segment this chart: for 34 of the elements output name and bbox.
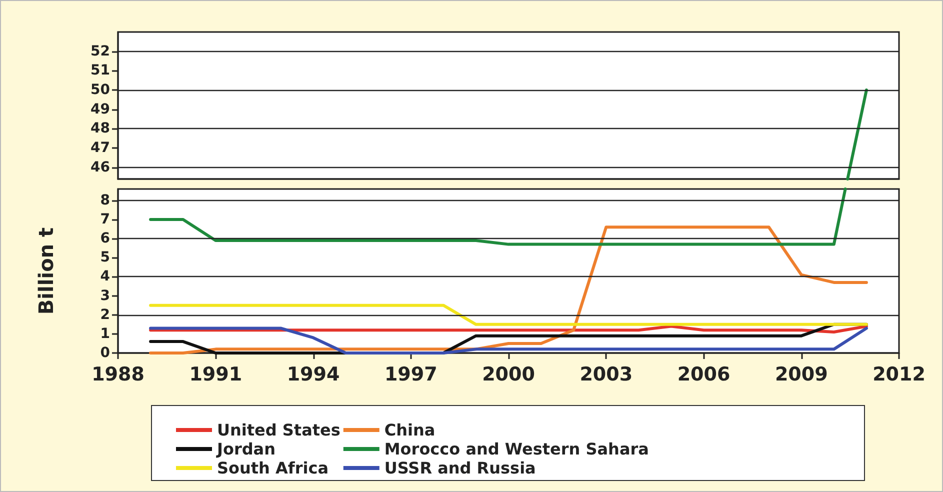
x-tick-label: 2006 bbox=[677, 364, 730, 386]
x-tick-label: 2012 bbox=[872, 364, 926, 386]
x-tick-label: 1997 bbox=[384, 364, 438, 386]
x-tick-label: 1991 bbox=[189, 364, 242, 386]
x-tick-label: 2000 bbox=[482, 364, 535, 386]
y-tick-label: 47 bbox=[90, 140, 110, 156]
legend-label: South Africa bbox=[217, 458, 329, 478]
y-tick-label: 48 bbox=[90, 120, 110, 137]
y-tick-label: 4 bbox=[100, 268, 110, 285]
y-tick-label: 6 bbox=[100, 230, 110, 247]
y-tick-label: 46 bbox=[90, 159, 110, 176]
y-tick-label: 2 bbox=[100, 306, 110, 323]
legend-label: Morocco and Western Sahara bbox=[384, 440, 649, 458]
legend-label: Jordan bbox=[216, 440, 276, 458]
legend-label: China bbox=[384, 420, 436, 440]
y-tick-label: 0 bbox=[100, 345, 110, 361]
y-tick-label: 3 bbox=[100, 288, 110, 304]
y-tick-label: 5 bbox=[100, 250, 110, 266]
y-tick-label: 51 bbox=[90, 62, 110, 79]
y-tick-label: 52 bbox=[90, 43, 110, 60]
x-tick-label: 1994 bbox=[286, 364, 340, 386]
y-tick-label: 50 bbox=[90, 82, 110, 98]
legend-label: United States bbox=[217, 420, 340, 440]
y-tick-label: 8 bbox=[100, 192, 110, 208]
x-tick-label: 2009 bbox=[774, 364, 828, 386]
line-series bbox=[149, 188, 847, 246]
y-tick-label: 1 bbox=[100, 326, 110, 342]
x-tick-label: 2003 bbox=[580, 364, 633, 386]
legend-label: USSR and Russia bbox=[384, 458, 536, 478]
y-tick-label: 49 bbox=[90, 101, 110, 118]
y-tick-label: 7 bbox=[100, 212, 110, 228]
y-axis-title: Billion t bbox=[34, 226, 58, 315]
x-tick-label: 1988 bbox=[92, 364, 144, 386]
line-series bbox=[149, 226, 868, 354]
